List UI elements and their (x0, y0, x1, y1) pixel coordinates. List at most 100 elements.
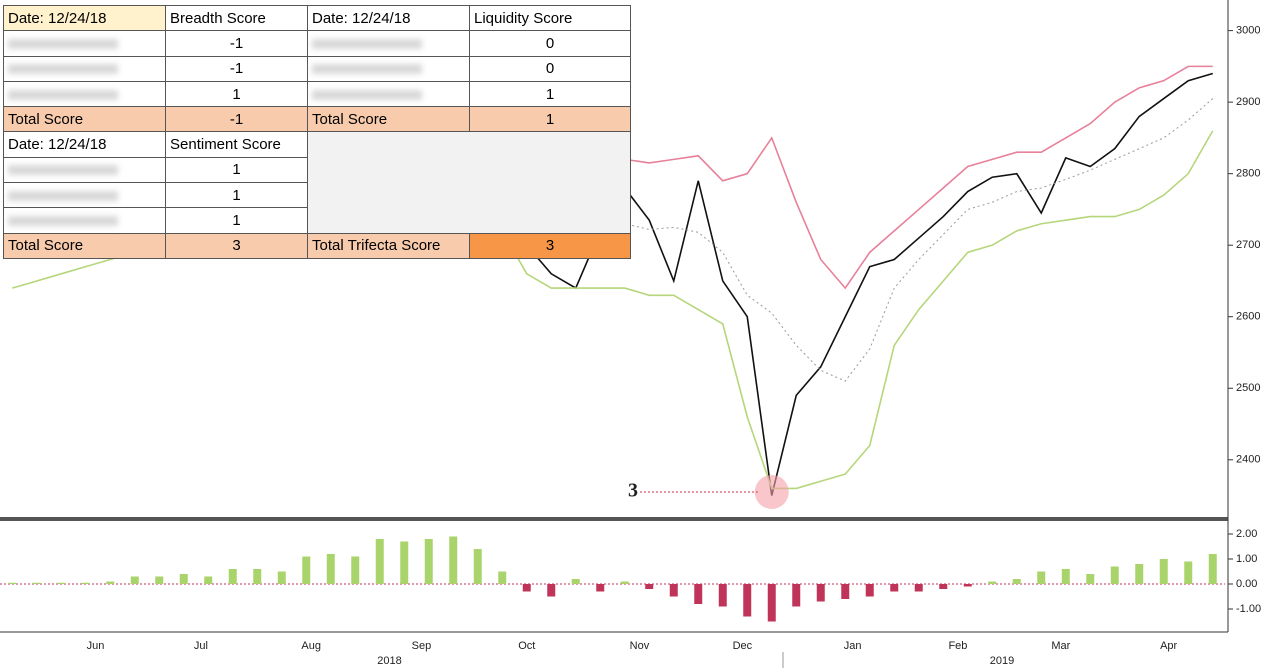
bar (1135, 564, 1144, 584)
y-tick-label: 0.00 (1236, 578, 1257, 590)
bar (351, 556, 360, 584)
bar (988, 581, 997, 584)
highlight-circle (754, 474, 789, 509)
bar (816, 584, 825, 602)
bar (865, 584, 874, 597)
bar (571, 579, 580, 584)
blurred-cell (3, 207, 166, 234)
cell: 1 (165, 207, 308, 234)
bar (204, 576, 213, 584)
blurred-cell (307, 80, 470, 108)
y-tick-label: 2.00 (1236, 528, 1257, 540)
bar (302, 556, 311, 584)
cell: -1 (165, 55, 308, 82)
cell: 1 (165, 156, 308, 184)
cell: Sentiment Score (165, 131, 308, 158)
bar (1037, 571, 1046, 584)
cell: Total Score (3, 106, 166, 133)
bar (841, 584, 850, 599)
x-tick-label: Mar (1051, 640, 1070, 652)
bar (792, 584, 801, 607)
y-tick-label: 3000 (1236, 25, 1260, 37)
bar (375, 539, 384, 584)
blurred-cell (3, 156, 166, 184)
bar (620, 581, 629, 584)
x-tick-label: Jan (844, 640, 862, 652)
y-tick-label: 2400 (1236, 454, 1260, 466)
bar (1012, 579, 1021, 584)
x-tick-label: Sep (412, 640, 432, 652)
bar (669, 584, 678, 597)
cell: 3 (165, 232, 308, 259)
y-tick-label: 1.00 (1236, 553, 1257, 565)
empty-area (307, 131, 631, 234)
bar (596, 584, 605, 592)
bar (326, 554, 335, 584)
bar (277, 571, 286, 584)
bar (963, 584, 972, 587)
bar (1208, 554, 1217, 584)
cell: Liquidity Score (469, 4, 631, 32)
cell: 1 (165, 80, 308, 108)
bar (179, 574, 188, 584)
bar (228, 569, 237, 584)
bar (81, 582, 90, 584)
bar (473, 549, 482, 584)
cell: Total Trifecta Score (307, 232, 470, 259)
bar (8, 582, 17, 584)
cell: 3 (469, 232, 631, 259)
cell: 1 (165, 182, 308, 209)
blurred-cell (3, 55, 166, 82)
year-label: 2019 (990, 655, 1014, 667)
bar (400, 541, 409, 584)
bar (694, 584, 703, 604)
bar (767, 584, 776, 622)
x-tick-label: Oct (518, 640, 535, 652)
bar (1061, 569, 1070, 584)
x-tick-label: Jul (194, 640, 208, 652)
bar (914, 584, 923, 592)
cell: Date: 12/24/18 (307, 4, 470, 32)
cell: Total Score (3, 232, 166, 259)
bar (253, 569, 262, 584)
year-label: 2018 (377, 655, 401, 667)
cell: 1 (469, 80, 631, 108)
x-tick-label: Dec (733, 640, 753, 652)
cell: Date: 12/24/18 (3, 131, 166, 158)
cell: -1 (165, 30, 308, 57)
cell: 1 (469, 106, 631, 133)
y-tick-label: -1.00 (1236, 603, 1261, 615)
bar (718, 584, 727, 607)
cell: 0 (469, 30, 631, 57)
cell: Total Score (307, 106, 470, 133)
x-tick-label: Apr (1160, 640, 1177, 652)
blurred-cell (3, 182, 166, 209)
score-table: Date: 12/24/18 Breadth Score Date: 12/24… (3, 4, 631, 259)
bar (939, 584, 948, 589)
bar (743, 584, 752, 617)
blurred-cell (307, 30, 470, 57)
bar (1159, 559, 1168, 584)
x-tick-label: Nov (630, 640, 650, 652)
y-tick-label: 2900 (1236, 96, 1260, 108)
y-tick-label: 2500 (1236, 382, 1260, 394)
x-tick-label: Jun (87, 640, 105, 652)
bar (547, 584, 556, 597)
y-tick-label: 2700 (1236, 239, 1260, 251)
blurred-cell (3, 30, 166, 57)
x-tick-label: Feb (948, 640, 967, 652)
blurred-cell (3, 80, 166, 108)
bar (449, 536, 458, 584)
cell: -1 (165, 106, 308, 133)
bar (155, 576, 164, 584)
cell: Date: 12/24/18 (3, 4, 166, 32)
bar (1086, 574, 1095, 584)
bar (57, 582, 66, 584)
blurred-cell (307, 55, 470, 82)
cell: Breadth Score (165, 4, 308, 32)
bar (106, 581, 115, 584)
bar (130, 576, 139, 584)
bar (32, 582, 41, 584)
bar (1184, 561, 1193, 584)
y-tick-label: 2800 (1236, 168, 1260, 180)
